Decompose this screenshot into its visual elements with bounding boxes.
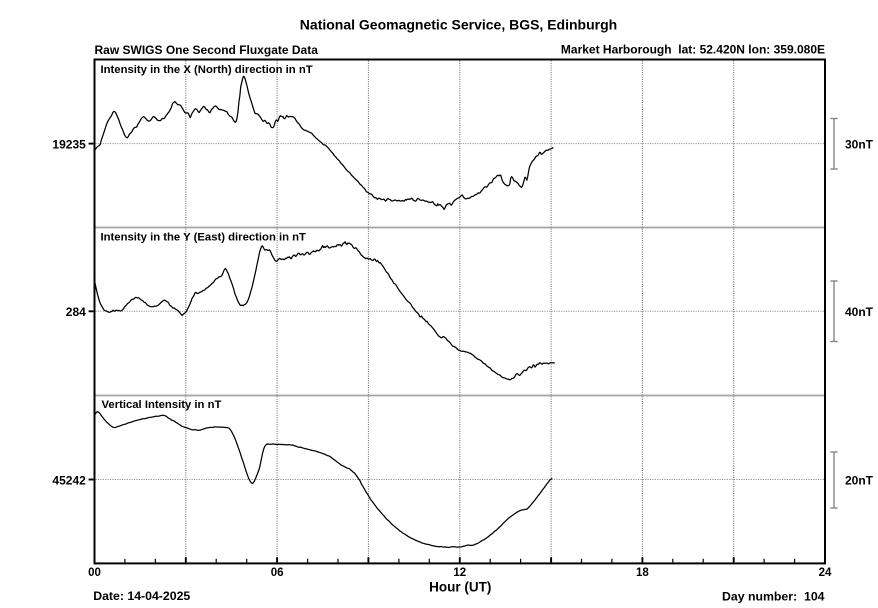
svg-text:Intensity in the X (North) dir: Intensity in the X (North) direction in … [101,64,313,76]
svg-text:Day number: 104: Day number: 104 [722,590,825,604]
svg-text:284: 284 [66,305,86,319]
svg-text:Market Harborough lat: 52.420: Market Harborough lat: 52.420N lon: 359.… [561,42,825,56]
svg-text:24: 24 [819,567,832,579]
svg-text:Raw SWIGS One Second Fluxgate: Raw SWIGS One Second Fluxgate Data [95,43,319,57]
svg-text:Date: 14-04-2025: Date: 14-04-2025 [93,589,190,603]
svg-text:Hour (UT): Hour (UT) [429,580,491,595]
svg-text:Vertical Intensity in nT: Vertical Intensity in nT [102,399,222,411]
svg-text:19235: 19235 [52,137,86,151]
svg-text:Intensity in the Y (East) dire: Intensity in the Y (East) direction in n… [101,232,307,244]
svg-text:National Geomagnetic Service,: National Geomagnetic Service, BGS, Edinb… [300,16,617,32]
svg-text:06: 06 [271,567,284,579]
svg-text:12: 12 [453,567,466,579]
svg-text:00: 00 [88,567,101,579]
svg-text:45242: 45242 [52,473,86,487]
svg-text:40nT: 40nT [845,305,874,319]
svg-text:30nT: 30nT [845,138,874,152]
svg-text:20nT: 20nT [845,473,874,487]
svg-text:18: 18 [636,567,649,579]
